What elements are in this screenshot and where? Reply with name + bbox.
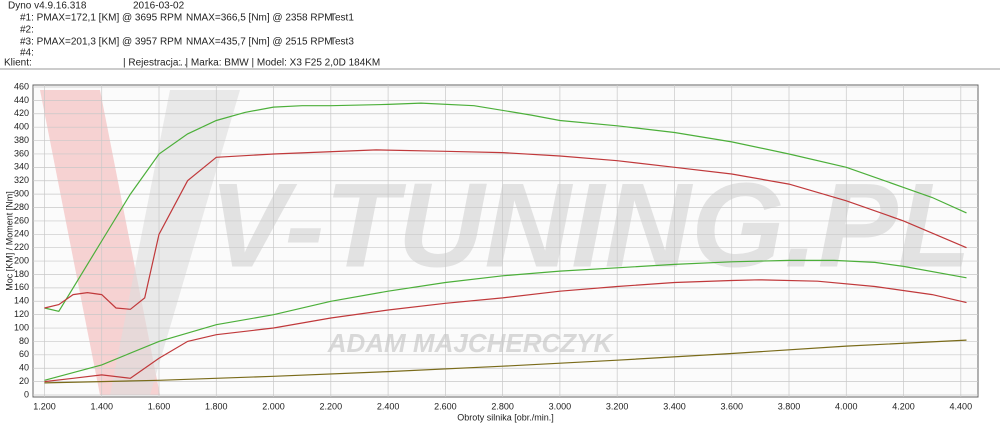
header-text: Test1: [330, 13, 354, 24]
y-tick-label: 200: [14, 255, 29, 265]
watermark: V-TUNING.PL: [209, 159, 971, 293]
y-tick-label: 240: [14, 229, 29, 239]
y-tick-label: 440: [14, 95, 29, 105]
y-tick-label: 100: [14, 322, 29, 332]
y-tick-label: 140: [14, 296, 29, 306]
x-tick-label: 4.400: [950, 401, 973, 411]
x-tick-label: 3.200: [606, 401, 629, 411]
x-tick-label: 1.800: [205, 401, 228, 411]
header-text: #3: PMAX=201,3 [KM] @ 3957 RPM: [20, 37, 182, 48]
y-tick-label: 160: [14, 282, 29, 292]
y-tick-label: 320: [14, 175, 29, 185]
x-axis-label: Obroty silnika [obr./min.]: [457, 412, 554, 422]
y-tick-label: 280: [14, 202, 29, 212]
series-line: [44, 339, 967, 384]
watermark-shape: [110, 90, 240, 395]
y-tick-label: 460: [14, 81, 29, 91]
y-tick-label: 380: [14, 135, 29, 145]
x-tick-label: 1.400: [90, 401, 113, 411]
y-tick-label: 220: [14, 242, 29, 252]
title: Dyno v4.9.16.318: [8, 1, 87, 12]
y-tick-label: 0: [24, 389, 29, 399]
header-text: #2:: [20, 25, 34, 36]
watermark: ADAM MAJCHERCZYK: [327, 328, 615, 358]
y-tick-label: 80: [19, 336, 29, 346]
x-tick-label: 3.800: [778, 401, 801, 411]
y-tick-label: 260: [14, 215, 29, 225]
header-text: NMAX=366,5 [Nm] @ 2358 RPM: [186, 13, 333, 24]
y-axis-label: Moc [KM] / Moment [Nm]: [4, 191, 14, 291]
y-tick-label: 180: [14, 269, 29, 279]
y-tick-label: 360: [14, 148, 29, 158]
y-tick-label: 120: [14, 309, 29, 319]
y-tick-label: 60: [19, 349, 29, 359]
y-tick-label: 300: [14, 189, 29, 199]
x-tick-label: 3.000: [549, 401, 572, 411]
x-tick-label: 3.400: [663, 401, 686, 411]
x-tick-label: 2.600: [434, 401, 457, 411]
series-line: [44, 279, 967, 383]
header-text: #4:: [20, 48, 34, 59]
x-tick-label: 3.600: [720, 401, 743, 411]
header-text: . | Marka: BMW | Model: X3 F25 2,0D 184K…: [180, 58, 380, 69]
y-tick-label: 40: [19, 363, 29, 373]
header-text: Klient:: [4, 58, 32, 69]
x-tick-label: 2.800: [491, 401, 514, 411]
x-tick-label: 2.200: [320, 401, 343, 411]
header-text: NMAX=435,7 [Nm] @ 2515 RPM: [186, 37, 333, 48]
x-tick-label: 4.000: [835, 401, 858, 411]
header-text: | Rejestracja: .: [123, 58, 187, 69]
series-line: [44, 149, 967, 310]
y-tick-label: 400: [14, 122, 29, 132]
y-tick-label: 340: [14, 162, 29, 172]
header-text: Test3: [330, 37, 354, 48]
x-tick-label: 1.200: [33, 401, 56, 411]
series-line: [44, 102, 967, 312]
y-tick-label: 20: [19, 376, 29, 386]
y-tick-label: 420: [14, 108, 29, 118]
x-tick-label: 4.200: [892, 401, 915, 411]
series-line: [44, 259, 967, 381]
x-tick-label: 2.400: [377, 401, 400, 411]
header-text: #1: PMAX=172,1 [KM] @ 3695 RPM: [20, 13, 182, 24]
x-tick-label: 1.600: [148, 401, 171, 411]
x-tick-label: 2.000: [262, 401, 285, 411]
header-text: 2016-03-02: [133, 1, 185, 12]
